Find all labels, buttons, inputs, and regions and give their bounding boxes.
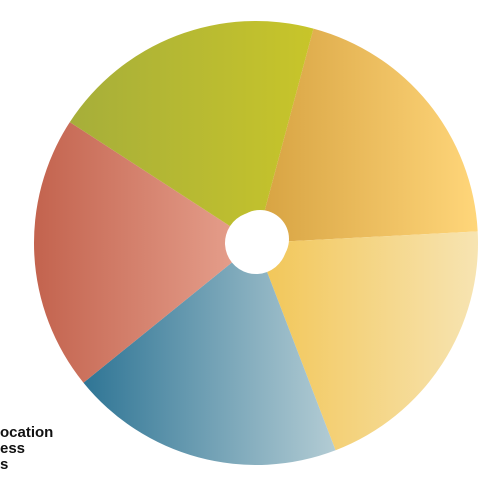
partial-label-line-3: s [0, 456, 9, 473]
pie-slice-1 [264, 28, 478, 242]
pie-slice-3 [83, 262, 336, 465]
pie-slices [34, 21, 478, 465]
partial-label-line-2: ess [0, 440, 26, 457]
pie-slice-2 [267, 231, 478, 451]
pie-slice-4 [34, 122, 232, 383]
partial-label-group: ocation ess s [0, 425, 78, 473]
partial-label-line-1: ocation [0, 425, 54, 441]
pie-slice-5 [69, 21, 314, 227]
donut-hole [231, 210, 289, 268]
